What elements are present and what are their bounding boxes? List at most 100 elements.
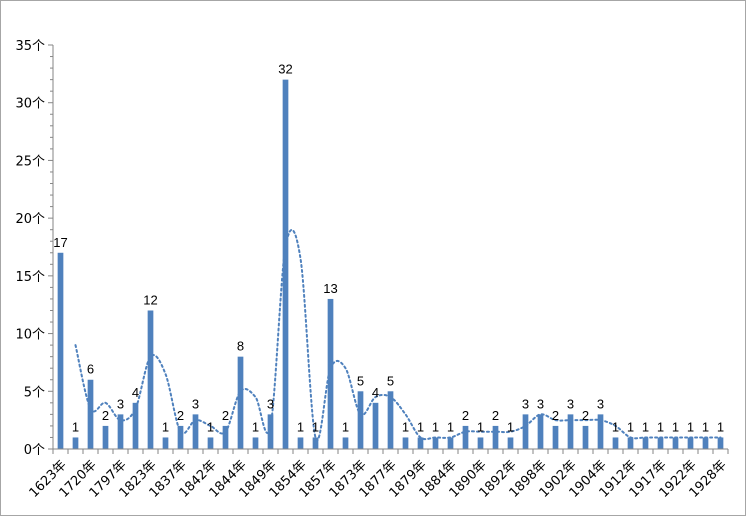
bar	[177, 425, 184, 449]
bar	[132, 402, 139, 449]
bar	[237, 356, 244, 449]
data-label: 1	[447, 419, 454, 434]
data-label: 2	[102, 408, 109, 423]
data-label: 1	[717, 419, 724, 434]
data-label: 5	[387, 373, 394, 388]
data-label: 17	[53, 235, 67, 250]
bar	[267, 414, 274, 449]
bar	[612, 437, 619, 449]
bar	[702, 437, 709, 449]
bar	[282, 79, 289, 449]
bar	[717, 437, 724, 449]
data-label: 3	[567, 396, 574, 411]
bars-group	[57, 79, 724, 449]
bar	[642, 437, 649, 449]
y-tick-label: 35个	[15, 39, 45, 54]
bar	[462, 425, 469, 449]
data-label: 1	[162, 419, 169, 434]
data-label: 3	[522, 396, 529, 411]
bar	[567, 414, 574, 449]
bar	[417, 437, 424, 449]
bar	[162, 437, 169, 449]
data-label: 1	[642, 419, 649, 434]
data-label: 1	[402, 419, 409, 434]
data-label: 1	[627, 419, 634, 434]
data-label: 8	[237, 339, 244, 354]
y-tick-label: 25个	[15, 154, 45, 169]
bar	[402, 437, 409, 449]
bar	[357, 391, 364, 449]
bar	[192, 414, 199, 449]
data-label: 1	[702, 419, 709, 434]
bar	[327, 298, 334, 449]
data-label: 32	[278, 62, 292, 77]
data-label: 1	[432, 419, 439, 434]
bar	[432, 437, 439, 449]
bar	[477, 437, 484, 449]
data-label: 1	[687, 419, 694, 434]
data-label: 2	[492, 408, 499, 423]
bar	[252, 437, 259, 449]
data-label: 1	[342, 419, 349, 434]
y-tick-label: 30个	[15, 97, 45, 112]
bar	[312, 437, 319, 449]
data-label: 6	[87, 362, 94, 377]
data-label: 13	[323, 281, 337, 296]
data-label: 1	[477, 419, 484, 434]
bar	[627, 437, 634, 449]
bar	[492, 425, 499, 449]
data-label: 12	[143, 292, 157, 307]
trendline-group	[74, 228, 722, 442]
y-tick-label: 15个	[15, 270, 45, 285]
y-tick-label: 10个	[15, 328, 45, 343]
data-label: 1	[312, 419, 319, 434]
data-label: 1	[417, 419, 424, 434]
data-label: 3	[597, 396, 604, 411]
y-tick-label: 0个	[24, 443, 45, 458]
bar	[207, 437, 214, 449]
bar	[57, 252, 64, 449]
bar	[672, 437, 679, 449]
data-label: 1	[612, 419, 619, 434]
bar	[372, 402, 379, 449]
data-label: 2	[582, 408, 589, 423]
data-label: 1	[507, 419, 514, 434]
bar	[117, 414, 124, 449]
data-label: 4	[372, 385, 379, 400]
data-label: 1	[207, 419, 214, 434]
bar	[582, 425, 589, 449]
bar	[297, 437, 304, 449]
data-label: 1	[252, 419, 259, 434]
bar	[222, 425, 229, 449]
data-label: 3	[537, 396, 544, 411]
data-label: 5	[357, 373, 364, 388]
data-label: 3	[267, 396, 274, 411]
bar	[657, 437, 664, 449]
bar	[72, 437, 79, 449]
data-label: 2	[222, 408, 229, 423]
bar	[507, 437, 514, 449]
bar	[687, 437, 694, 449]
moving-average-trendline	[74, 228, 722, 442]
bar	[447, 437, 454, 449]
bar	[537, 414, 544, 449]
data-label: 2	[552, 408, 559, 423]
data-label: 1	[297, 419, 304, 434]
bar	[522, 414, 529, 449]
bar	[597, 414, 604, 449]
data-label: 2	[462, 408, 469, 423]
y-tick-label: 5个	[24, 385, 45, 400]
y-tick-label: 20个	[15, 212, 45, 227]
data-label: 4	[132, 385, 139, 400]
bar	[147, 310, 154, 449]
data-label: 3	[192, 396, 199, 411]
bar	[342, 437, 349, 449]
data-label: 1	[72, 419, 79, 434]
data-label: 1	[657, 419, 664, 434]
bar	[87, 379, 94, 449]
data-label: 1	[672, 419, 679, 434]
data-label: 2	[177, 408, 184, 423]
